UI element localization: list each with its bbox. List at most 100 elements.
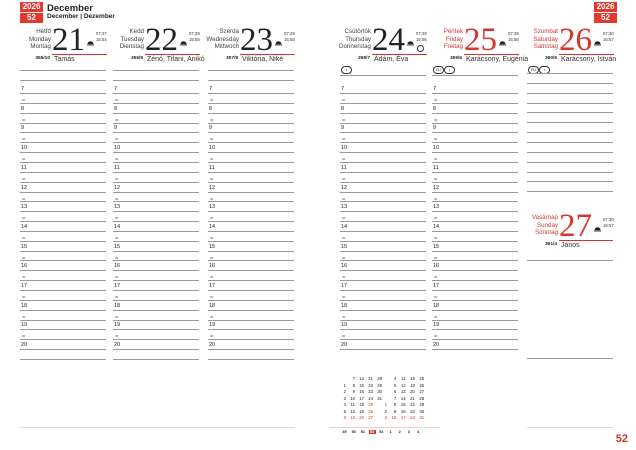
- hour-line[interactable]: [113, 152, 199, 154]
- hour-line[interactable]: [20, 309, 106, 311]
- week-number-link[interactable]: 3: [407, 430, 410, 434]
- hour-line[interactable]: [113, 171, 199, 173]
- half-hour-line[interactable]: [20, 122, 106, 124]
- hour-line[interactable]: [208, 309, 294, 311]
- hour-line[interactable]: [432, 250, 518, 252]
- hour-line[interactable]: [432, 112, 518, 114]
- half-hour-line[interactable]: [208, 142, 294, 144]
- note-line[interactable]: [527, 92, 613, 94]
- hour-line[interactable]: [20, 112, 106, 114]
- hour-line[interactable]: [208, 152, 294, 154]
- hour-line[interactable]: [208, 290, 294, 291]
- note-line[interactable]: [208, 359, 294, 360]
- note-line[interactable]: [527, 132, 613, 134]
- hour-line[interactable]: [20, 329, 106, 331]
- note-line[interactable]: [527, 260, 613, 261]
- hour-line[interactable]: [20, 270, 106, 272]
- hour-line[interactable]: [340, 171, 426, 173]
- half-hour-line[interactable]: [20, 280, 106, 282]
- week-number-link[interactable]: 53: [379, 430, 384, 434]
- hour-line[interactable]: [432, 309, 518, 311]
- hour-line[interactable]: [20, 290, 106, 291]
- week-number-link[interactable]: 51: [360, 430, 365, 434]
- note-line[interactable]: [527, 161, 613, 163]
- hour-line[interactable]: [20, 349, 106, 351]
- hour-line[interactable]: [208, 270, 294, 272]
- half-hour-line[interactable]: [208, 122, 294, 124]
- half-hour-line[interactable]: [432, 339, 518, 341]
- half-hour-line[interactable]: [340, 122, 426, 124]
- note-line[interactable]: [527, 102, 613, 104]
- half-hour-line[interactable]: [113, 201, 199, 203]
- hour-line[interactable]: [113, 93, 199, 94]
- half-hour-line[interactable]: [432, 319, 518, 321]
- half-hour-line[interactable]: [20, 260, 106, 262]
- half-hour-line[interactable]: [340, 142, 426, 144]
- hour-line[interactable]: [20, 230, 106, 232]
- half-hour-line[interactable]: [20, 299, 106, 301]
- half-hour-line[interactable]: [113, 240, 199, 242]
- half-hour-line[interactable]: [20, 319, 106, 321]
- hour-line[interactable]: [340, 211, 426, 213]
- half-hour-line[interactable]: [340, 161, 426, 163]
- half-hour-line[interactable]: [208, 319, 294, 321]
- half-hour-line[interactable]: [340, 260, 426, 262]
- note-line[interactable]: [432, 75, 518, 76]
- hour-line[interactable]: [208, 349, 294, 351]
- week-number-link[interactable]: 50: [351, 430, 356, 434]
- hour-line[interactable]: [20, 93, 106, 94]
- half-hour-line[interactable]: [432, 181, 518, 183]
- note-line[interactable]: [527, 151, 613, 153]
- hour-line[interactable]: [208, 93, 294, 94]
- week-number-link[interactable]: 4: [417, 430, 420, 434]
- hour-line[interactable]: [340, 270, 426, 272]
- half-hour-line[interactable]: [432, 280, 518, 282]
- half-hour-line[interactable]: [432, 201, 518, 203]
- half-hour-line[interactable]: [113, 280, 199, 282]
- half-hour-line[interactable]: [113, 102, 199, 104]
- half-hour-line[interactable]: [208, 102, 294, 104]
- half-hour-line[interactable]: [208, 181, 294, 183]
- half-hour-line[interactable]: [20, 181, 106, 183]
- half-hour-line[interactable]: [432, 221, 518, 223]
- note-line[interactable]: [527, 181, 613, 183]
- note-line[interactable]: [527, 122, 613, 124]
- half-hour-line[interactable]: [340, 280, 426, 282]
- half-hour-line[interactable]: [20, 201, 106, 203]
- half-hour-line[interactable]: [20, 339, 106, 341]
- hour-line[interactable]: [113, 309, 199, 311]
- hour-line[interactable]: [208, 132, 294, 134]
- hour-line[interactable]: [432, 191, 518, 193]
- half-hour-line[interactable]: [208, 280, 294, 282]
- hour-line[interactable]: [432, 290, 518, 291]
- hour-line[interactable]: [208, 329, 294, 331]
- hour-line[interactable]: [340, 309, 426, 311]
- hour-line[interactable]: [20, 171, 106, 173]
- hour-line[interactable]: [113, 112, 199, 114]
- half-hour-line[interactable]: [20, 240, 106, 242]
- hour-line[interactable]: [113, 329, 199, 331]
- hour-line[interactable]: [208, 230, 294, 232]
- note-line[interactable]: [113, 80, 199, 81]
- half-hour-line[interactable]: [208, 240, 294, 242]
- half-hour-line[interactable]: [340, 240, 426, 242]
- note-line[interactable]: [527, 112, 613, 114]
- note-line[interactable]: [527, 171, 613, 173]
- half-hour-line[interactable]: [208, 299, 294, 301]
- note-line[interactable]: [527, 73, 613, 74]
- half-hour-line[interactable]: [20, 102, 106, 104]
- week-number-link[interactable]: 49: [342, 430, 347, 434]
- hour-line[interactable]: [208, 112, 294, 114]
- note-line[interactable]: [527, 358, 613, 359]
- half-hour-line[interactable]: [340, 201, 426, 203]
- hour-line[interactable]: [432, 230, 518, 232]
- hour-line[interactable]: [432, 171, 518, 173]
- half-hour-line[interactable]: [208, 221, 294, 223]
- hour-line[interactable]: [113, 230, 199, 232]
- note-line[interactable]: [527, 82, 613, 84]
- hour-line[interactable]: [20, 132, 106, 134]
- hour-line[interactable]: [208, 191, 294, 193]
- hour-line[interactable]: [340, 191, 426, 193]
- hour-line[interactable]: [340, 349, 426, 351]
- hour-line[interactable]: [432, 211, 518, 213]
